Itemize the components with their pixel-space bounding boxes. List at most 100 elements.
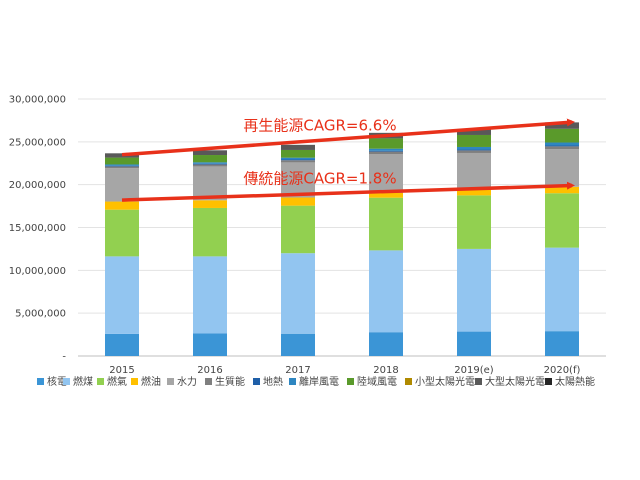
bar-segment: [281, 144, 315, 150]
legend-label: 燃氣: [107, 375, 127, 388]
legend-swatch: [253, 378, 260, 385]
y-axis-ticks: - 5,000,000 10,000,000 15,000,000 20,000,000…: [9, 95, 67, 363]
legend-label: 地熱: [263, 375, 283, 388]
y-tick-label: 5,000,000: [15, 309, 66, 320]
bar-segment: [105, 165, 139, 167]
bar-segment: [193, 207, 227, 257]
legend-swatch: [167, 378, 174, 385]
legend-label: 太陽熱能: [555, 375, 595, 388]
trend-arrow: [121, 181, 575, 202]
bar-segment: [105, 153, 139, 158]
x-axis-ticks: 2015 2016 2017 2018 2019(e) 2020(f): [109, 365, 580, 376]
cagr-annotation-label: 傳統能源CAGR=1.8%: [243, 170, 396, 188]
bar-segment: [369, 151, 403, 154]
bar-segment: [545, 149, 579, 187]
bar-segment: [545, 186, 579, 194]
y-tick-label: 10,000,000: [9, 266, 66, 277]
bar-segment: [545, 247, 579, 332]
legend-label: 生質能: [215, 375, 245, 388]
legend-swatch: [97, 378, 104, 385]
gridlines: [78, 98, 606, 357]
bar-segment: [193, 155, 227, 163]
bar-segment: [369, 197, 403, 251]
y-tick-label: 15,000,000: [9, 223, 66, 234]
legend-swatch: [63, 378, 70, 385]
x-tick-label: 2018: [373, 365, 398, 376]
bar-segment: [457, 149, 491, 151]
bar-segment: [105, 209, 139, 257]
x-tick-label: 2019(e): [454, 365, 494, 376]
y-tick-label: -: [62, 352, 66, 363]
bar-segment: [545, 122, 579, 129]
legend-label: 大型太陽光電: [485, 375, 545, 388]
bar-segment: [105, 166, 139, 169]
bar-segment: [457, 152, 491, 190]
bar-segment: [193, 163, 227, 165]
bar-segment: [369, 138, 403, 149]
bar-segment: [457, 150, 491, 153]
bar-segment: [281, 205, 315, 254]
bar-segment: [457, 248, 491, 332]
legend-swatch: [131, 378, 138, 385]
bar-segment: [193, 256, 227, 334]
bar-segment: [545, 331, 579, 356]
bar-segment: [281, 160, 315, 163]
bar-segment: [457, 134, 491, 147]
bar-segment: [457, 146, 491, 150]
y-tick-label: 30,000,000: [9, 95, 66, 106]
bars: [105, 122, 579, 356]
trend-arrow: [121, 118, 575, 157]
bar-segment: [281, 159, 315, 161]
bar-segment: [281, 162, 315, 198]
legend-label: 核電: [47, 375, 67, 388]
bar-segment: [105, 201, 139, 210]
bar-segment: [545, 146, 579, 150]
bar-segment: [105, 333, 139, 356]
bar-segment: [281, 253, 315, 334]
legend-label: 離岸風電: [299, 375, 339, 388]
legend-swatch: [545, 378, 552, 385]
x-tick-label: 2020(f): [544, 365, 581, 376]
bar-segment: [545, 142, 579, 146]
bar-segment: [281, 197, 315, 206]
bar-segment: [545, 193, 579, 248]
legend-label: 陸域風電: [357, 375, 397, 388]
legend: 核電 燃煤 燃氣 燃油 水力 生質能 地熱 離岸風電 陸域風電 小型太陽光電 大型太陽光電 太陽熱能: [37, 375, 595, 388]
bar-segment: [281, 149, 315, 158]
bar-segment: [545, 145, 579, 147]
bar-segment: [369, 148, 403, 151]
bar-segment: [193, 166, 227, 201]
legend-swatch: [205, 378, 212, 385]
legend-label: 燃油: [141, 375, 161, 388]
bar-segment: [545, 128, 579, 143]
y-tick-label: 20,000,000: [9, 180, 66, 191]
bar-segment: [193, 200, 227, 208]
bar-segment: [193, 150, 227, 156]
bar-segment: [369, 192, 403, 198]
bar-segment: [193, 162, 227, 164]
bar-segment: [105, 164, 139, 166]
y-tick-label: 25,000,000: [9, 137, 66, 148]
bar-segment: [369, 150, 403, 152]
bar-segment: [281, 157, 315, 160]
bar-segment: [369, 250, 403, 333]
bar-segment: [193, 164, 227, 167]
bar-segment: [457, 195, 491, 249]
bar-segment: [457, 128, 491, 135]
bar-segment: [457, 189, 491, 196]
bar-segment: [281, 333, 315, 356]
bar-segment: [105, 256, 139, 334]
x-tick-label: 2016: [197, 365, 222, 376]
cagr-annotation-label: 再生能源CAGR=6.6%: [243, 116, 396, 134]
bar-segment: [105, 157, 139, 165]
legend-swatch: [347, 378, 354, 385]
annotations: 再生能源CAGR=6.6% 傳統能源CAGR=1.8%: [121, 116, 575, 202]
x-tick-label: 2015: [109, 365, 134, 376]
legend-swatch: [289, 378, 296, 385]
x-tick-label: 2017: [285, 365, 310, 376]
legend-swatch: [475, 378, 482, 385]
legend-label: 小型太陽光電: [415, 375, 475, 388]
bar-segment: [369, 153, 403, 193]
bar-segment: [105, 168, 139, 202]
